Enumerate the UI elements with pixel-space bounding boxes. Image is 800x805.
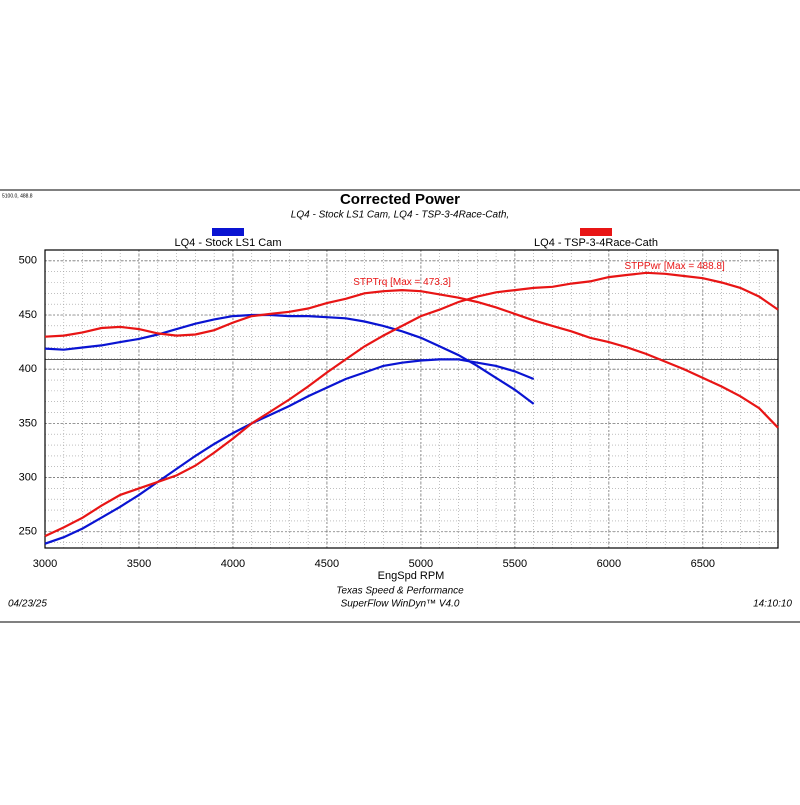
- x-tick-label: 3000: [33, 558, 57, 570]
- footer-company: Texas Speed & Performance: [336, 586, 464, 597]
- footer-time: 14:10:10: [753, 599, 792, 610]
- y-tick-label: 500: [19, 255, 37, 267]
- chart-title: Corrected Power: [340, 191, 460, 208]
- legend-label: LQ4 - Stock LS1 Cam: [175, 237, 282, 249]
- x-tick-label: 6500: [691, 558, 715, 570]
- legend-swatch: [580, 228, 612, 236]
- y-tick-label: 450: [19, 309, 37, 321]
- chart-subtitle: LQ4 - Stock LS1 Cam, LQ4 - TSP-3-4Race-C…: [291, 210, 509, 221]
- x-tick-label: 4500: [315, 558, 339, 570]
- footer-software: SuperFlow WinDyn™ V4.0: [341, 599, 460, 610]
- y-tick-label: 400: [19, 363, 37, 375]
- power-line: [44, 358, 535, 545]
- x-tick-label: 4000: [221, 558, 245, 570]
- y-tick-label: 300: [19, 471, 37, 483]
- x-tick-label: 3500: [127, 558, 151, 570]
- footer-date: 04/23/25: [8, 599, 47, 610]
- x-axis-label: EngSpd RPM: [378, 570, 445, 582]
- legend-label: LQ4 - TSP-3-4Race-Cath: [534, 237, 658, 249]
- annotation: STPPwr [Max = 488.8]: [624, 261, 725, 272]
- legend-swatch: [212, 228, 244, 236]
- y-tick-label: 250: [19, 526, 37, 538]
- torque-line: [44, 288, 779, 429]
- torque-line: [44, 313, 535, 405]
- annotation: STPTrq [Max = 473.3]: [353, 277, 451, 288]
- cursor-readout: 5100.0, 488.8: [2, 193, 33, 199]
- x-tick-label: 5000: [409, 558, 433, 570]
- power-line: [44, 271, 779, 538]
- x-tick-label: 6000: [597, 558, 621, 570]
- y-tick-label: 350: [19, 417, 37, 429]
- plot-frame: [44, 249, 779, 549]
- x-tick-label: 5500: [503, 558, 527, 570]
